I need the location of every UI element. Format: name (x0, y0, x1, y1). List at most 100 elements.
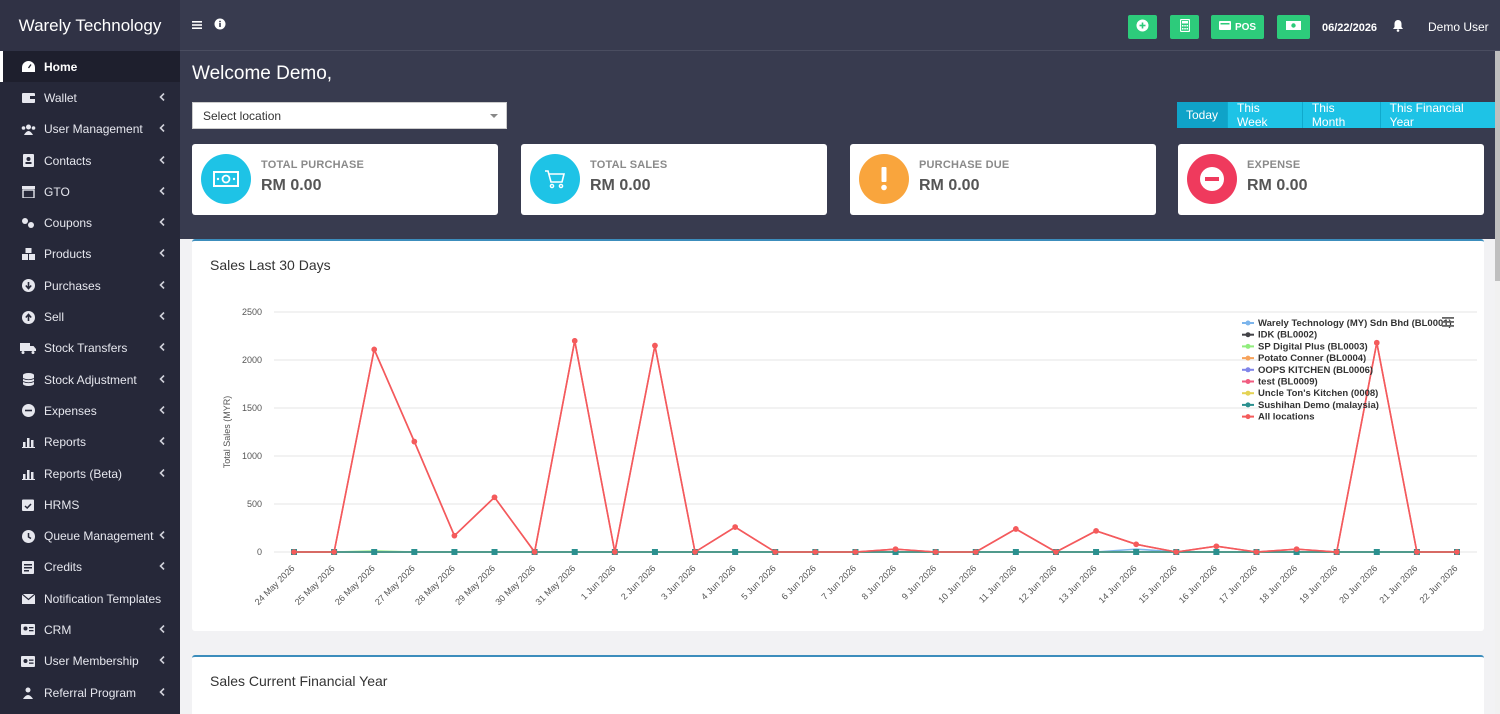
legend-label: All locations (1258, 412, 1314, 423)
data-point (1213, 543, 1220, 550)
x-tick-label: 25 May 2026 (293, 563, 337, 607)
calculator-button[interactable] (1170, 15, 1199, 39)
sidebar-item-coupons[interactable]: Coupons (0, 207, 180, 238)
x-tick-label: 16 Jun 2026 (1177, 563, 1219, 605)
add-button[interactable] (1128, 15, 1157, 39)
data-point (1293, 546, 1300, 552)
x-tick-label: 8 Jun 2026 (860, 563, 899, 602)
brand-logo[interactable]: Warely Technology (0, 0, 180, 51)
card-title: Sales Last 30 Days (210, 257, 331, 273)
sidebar-item-home[interactable]: Home (0, 51, 180, 83)
period-this-week[interactable]: This Week (1228, 101, 1303, 129)
x-tick-label: 4 Jun 2026 (699, 563, 738, 602)
truck-icon (20, 341, 36, 355)
sidebar-item-notification-templates[interactable]: Notification Templates (0, 583, 180, 614)
sidebar-item-stock-adjustment[interactable]: Stock Adjustment (0, 364, 180, 395)
sidebar-item-reports[interactable]: Reports (0, 427, 180, 458)
period-this-month[interactable]: This Month (1302, 101, 1381, 129)
id-card-icon (20, 654, 36, 668)
data-point (612, 549, 618, 555)
dashboard-header: Welcome Demo, Select location Today This … (180, 51, 1500, 239)
kpi-expense: EXPENSE RM 0.00 (1178, 144, 1484, 215)
period-filter: Today This Week This Month This Financial Y… (1177, 101, 1500, 129)
card-title: Sales Current Financial Year (210, 673, 388, 689)
pos-icon (1218, 21, 1231, 33)
x-tick-label: 2 Jun 2026 (619, 563, 658, 602)
x-tick-label: 3 Jun 2026 (659, 563, 698, 602)
legend-label: Potato Conner (BL0004) (1258, 353, 1366, 364)
kpi-total-sales: TOTAL SALES RM 0.00 (521, 144, 827, 215)
sidebar-item-gto[interactable]: GTO (0, 176, 180, 207)
data-point (1012, 549, 1019, 555)
user-menu[interactable]: Demo User (1428, 20, 1489, 34)
sidebar-item-label: Reports (Beta) (44, 466, 123, 481)
sidebar-item-label: Referral Program (44, 685, 137, 700)
period-this-financial-year[interactable]: This Financial Year (1380, 101, 1500, 129)
x-tick-label: 18 Jun 2026 (1257, 563, 1299, 605)
x-tick-label: 19 Jun 2026 (1297, 563, 1339, 605)
sidebar-item-hrms[interactable]: HRMS (0, 489, 180, 520)
chevron-left-icon (159, 92, 165, 104)
calculator-icon (1179, 18, 1190, 35)
legend-marker (1245, 379, 1251, 384)
store-icon (20, 185, 36, 199)
pos-label: POS (1234, 21, 1257, 33)
data-point (1173, 549, 1180, 555)
cash-button[interactable] (1277, 15, 1310, 39)
period-today[interactable]: Today (1177, 102, 1229, 128)
y-tick-label: 1500 (242, 403, 262, 413)
sidebar-item-sell[interactable]: Sell (0, 301, 180, 332)
hamburger-icon[interactable] (192, 18, 202, 33)
x-tick-label: 7 Jun 2026 (819, 563, 858, 602)
chevron-left-icon (159, 280, 165, 292)
data-point (1053, 549, 1059, 555)
x-tick-label: 12 Jun 2026 (1016, 563, 1058, 605)
sidebar-item-queue-management[interactable]: Queue Management (0, 520, 180, 551)
legend-marker (1245, 332, 1251, 338)
x-tick-label: 11 Jun 2026 (977, 563, 1019, 605)
legend-label: test (BL0009) (1258, 377, 1318, 388)
sales-30-days-chart: 0 500 1000 1500 2000 2500 Total Sales (MYR) 24 … (222, 307, 1477, 607)
x-tick-label: 29 May 2026 (453, 563, 497, 607)
bar-chart-icon (20, 435, 36, 449)
info-icon[interactable] (214, 18, 226, 33)
data-point (932, 549, 939, 555)
y-tick-label: 1000 (242, 451, 262, 461)
sidebar-item-reports-beta[interactable]: Reports (Beta) (0, 458, 180, 489)
sidebar-item-crm[interactable]: CRM (0, 614, 180, 645)
bell-icon[interactable] (1392, 19, 1406, 33)
sidebar-item-label: Sell (44, 310, 65, 325)
sidebar-item-stock-transfers[interactable]: Stock Transfers (0, 333, 180, 364)
scrollbar-thumb[interactable] (1495, 51, 1500, 281)
x-tick-label: 10 Jun 2026 (936, 563, 978, 605)
sidebar-item-wallet[interactable]: Wallet (0, 82, 180, 113)
sidebar-item-referral-program[interactable]: Referral Program (0, 677, 180, 708)
chevron-left-icon (159, 530, 165, 542)
chart-menu-icon[interactable] (1442, 317, 1454, 327)
money-icon (201, 154, 251, 204)
legend-label: OOPS KITCHEN (BL0006) (1258, 365, 1373, 376)
sidebar-item-expenses[interactable]: Expenses (0, 395, 180, 426)
sidebar-item-label: Home (44, 59, 78, 74)
legend-label: Sushihan Demo (malaysia) (1258, 400, 1379, 411)
data-point (451, 532, 458, 539)
legend-label: IDK (BL0002) (1258, 330, 1317, 341)
chevron-left-icon (159, 311, 165, 323)
pos-button[interactable]: POS (1211, 15, 1264, 39)
sidebar-item-user-management[interactable]: User Management (0, 114, 180, 145)
x-tick-label: 15 Jun 2026 (1137, 563, 1179, 605)
referral-icon (20, 686, 36, 700)
sidebar-item-purchases[interactable]: Purchases (0, 270, 180, 301)
wallet-icon (20, 91, 36, 105)
scrollbar[interactable] (1495, 51, 1500, 714)
data-point (571, 549, 578, 555)
data-point (892, 549, 899, 555)
sidebar-item-credits[interactable]: Credits (0, 552, 180, 583)
sidebar-item-products[interactable]: Products (0, 239, 180, 270)
queue-icon (20, 529, 36, 543)
x-tick-label: 21 Jun 2026 (1377, 563, 1419, 605)
location-select[interactable]: Select location (192, 102, 507, 129)
sidebar-item-contacts[interactable]: Contacts (0, 145, 180, 176)
data-point (411, 549, 418, 555)
sidebar-item-user-membership[interactable]: User Membership (0, 646, 180, 677)
